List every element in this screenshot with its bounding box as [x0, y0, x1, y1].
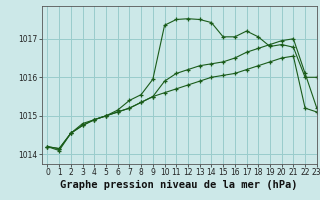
X-axis label: Graphe pression niveau de la mer (hPa): Graphe pression niveau de la mer (hPa) — [60, 180, 298, 190]
